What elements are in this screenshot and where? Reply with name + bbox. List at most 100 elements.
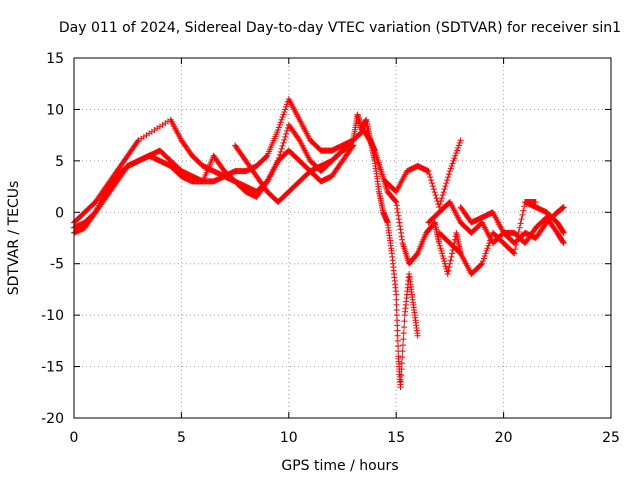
data-point <box>436 204 443 211</box>
series-track-e <box>350 111 421 391</box>
data-point <box>444 177 451 184</box>
data-point <box>401 324 408 331</box>
data-point <box>425 168 432 175</box>
data-point <box>517 220 524 227</box>
x-tick-label: 5 <box>177 430 186 446</box>
data-point <box>442 183 449 190</box>
data-point <box>397 226 404 233</box>
data-point <box>393 291 400 298</box>
data-point <box>441 186 448 193</box>
data-point <box>484 245 491 252</box>
data-point <box>437 245 444 252</box>
data-point <box>449 250 456 257</box>
data-point <box>436 240 443 247</box>
data-point <box>275 127 282 133</box>
data-point <box>398 233 405 240</box>
data-point <box>279 114 286 121</box>
data-point <box>401 318 408 325</box>
data-point <box>394 337 401 344</box>
data-point <box>436 242 443 249</box>
data-point <box>282 133 289 140</box>
data-point <box>414 332 421 339</box>
data-point <box>349 143 356 150</box>
y-tick-label: -5 <box>50 257 64 273</box>
data-point <box>481 253 488 259</box>
data-point <box>482 250 489 257</box>
data-point <box>457 137 464 144</box>
data-point <box>394 322 401 329</box>
series-track-g <box>382 137 464 211</box>
data-point <box>512 246 519 253</box>
data-point <box>394 343 401 349</box>
data-point <box>394 209 401 216</box>
data-point <box>440 255 447 262</box>
data-point <box>560 240 567 247</box>
data-point <box>448 253 455 260</box>
data-point <box>518 216 525 223</box>
data-point <box>427 174 434 181</box>
data-point <box>430 186 437 193</box>
data-point <box>398 366 405 373</box>
data-point <box>392 198 399 205</box>
x-axis-label: GPS time / hours <box>281 458 398 474</box>
data-point <box>446 260 453 267</box>
data-point <box>431 220 438 227</box>
data-point <box>433 195 440 202</box>
data-point <box>439 250 446 257</box>
data-point <box>413 251 420 258</box>
data-point <box>397 378 404 385</box>
data-point <box>438 195 445 202</box>
data-point <box>456 139 463 146</box>
data-point <box>283 103 290 110</box>
y-tick-label: -10 <box>41 308 64 324</box>
y-tick-label: 10 <box>46 102 64 118</box>
y-tick-label: -15 <box>41 360 64 376</box>
data-point <box>480 255 487 262</box>
data-point <box>399 354 406 361</box>
axis-ticks: 0 5 10 15 20 25 -20 -15 -10 -5 0 5 10 15 <box>41 51 620 446</box>
data-point <box>393 202 400 209</box>
series-track-h <box>436 199 539 277</box>
data-point <box>440 189 447 196</box>
data-point <box>445 267 452 274</box>
data-point <box>520 207 527 214</box>
data-point <box>396 219 403 226</box>
data-point <box>446 171 453 178</box>
data-point <box>432 192 439 199</box>
data-point <box>394 205 401 212</box>
data-point <box>400 330 407 337</box>
data-point <box>441 260 448 267</box>
data-point <box>393 307 400 313</box>
data-point <box>280 111 287 118</box>
data-point <box>483 247 490 254</box>
data-point <box>393 301 400 308</box>
series-track-k <box>522 199 567 236</box>
plot-frame <box>73 57 612 419</box>
y-axis-label: SDTVAR / TECUs <box>6 181 22 296</box>
data-point <box>444 268 451 275</box>
data-point <box>393 199 400 205</box>
data-point <box>280 139 287 146</box>
series-track-j <box>457 204 567 247</box>
data-point <box>447 257 454 264</box>
data-point <box>396 223 403 229</box>
data-point <box>399 348 406 355</box>
data-point <box>479 260 486 267</box>
data-point <box>395 216 402 223</box>
data-point <box>515 229 522 235</box>
data-point <box>397 384 404 391</box>
data-point <box>443 180 450 187</box>
data-point <box>134 138 141 145</box>
data-point <box>277 119 284 126</box>
y-tick-label: 0 <box>55 205 64 221</box>
x-tick-label: 15 <box>387 430 405 446</box>
data-point <box>429 180 435 187</box>
data-point <box>480 258 487 265</box>
data-point <box>454 147 461 154</box>
data-point <box>281 109 288 115</box>
data-point <box>453 150 460 157</box>
data-point <box>485 242 492 249</box>
data-point <box>395 212 402 219</box>
data-point <box>279 142 286 149</box>
data-point <box>400 336 407 343</box>
